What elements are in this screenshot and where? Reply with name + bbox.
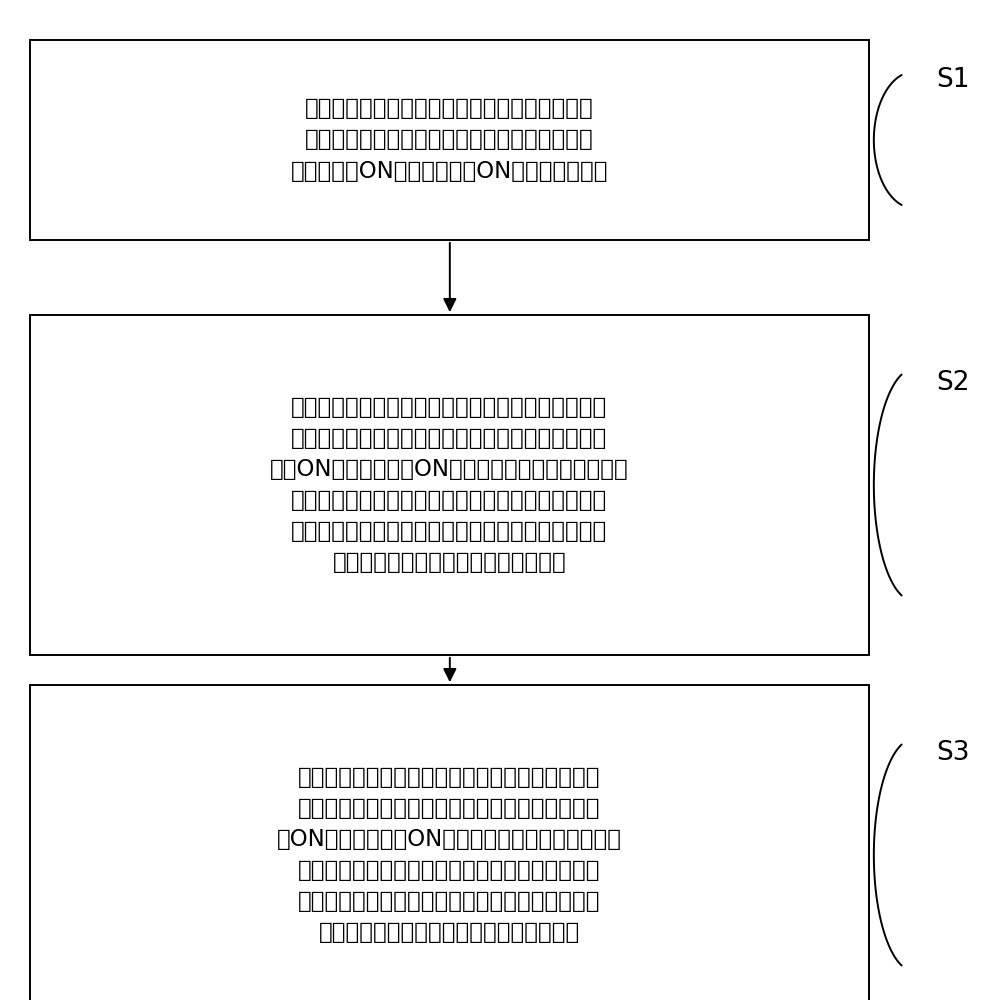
Bar <box>30 40 869 240</box>
Text: 于采集到的车速信号、转向角度传感器输出的方向
盘转向角度信号、轴间差速锁开关输出的开启信号
及ON档开关输出的ON档电源开关信号均满足轴间差
速锁开启条件时，驱: 于采集到的车速信号、转向角度传感器输出的方向 盘转向角度信号、轴间差速锁开关输出… <box>277 766 622 944</box>
Text: S1: S1 <box>936 67 970 93</box>
Text: S3: S3 <box>936 740 970 766</box>
Text: 于采集到的车速信号、转向角度传感器输出的方向盘
角度信号、轮间差速锁开关输出的轮间差速锁开关信
号及ON档开关输出的ON档电源开关信号均满足轮间差
速锁开启条件: 于采集到的车速信号、转向角度传感器输出的方向盘 角度信号、轮间差速锁开关输出的轮… <box>270 396 629 574</box>
Text: S2: S2 <box>936 370 970 396</box>
Bar <box>30 315 869 655</box>
Text: 实时采集车速信号、转向角度传感器输出的方向
盘角度信号、轮间差速锁开关输出的轮间差速锁
开关信号及ON档开关输出的ON档电源开关信号: 实时采集车速信号、转向角度传感器输出的方向 盘角度信号、轮间差速锁开关输出的轮间… <box>291 97 608 183</box>
Bar <box>30 685 869 1000</box>
